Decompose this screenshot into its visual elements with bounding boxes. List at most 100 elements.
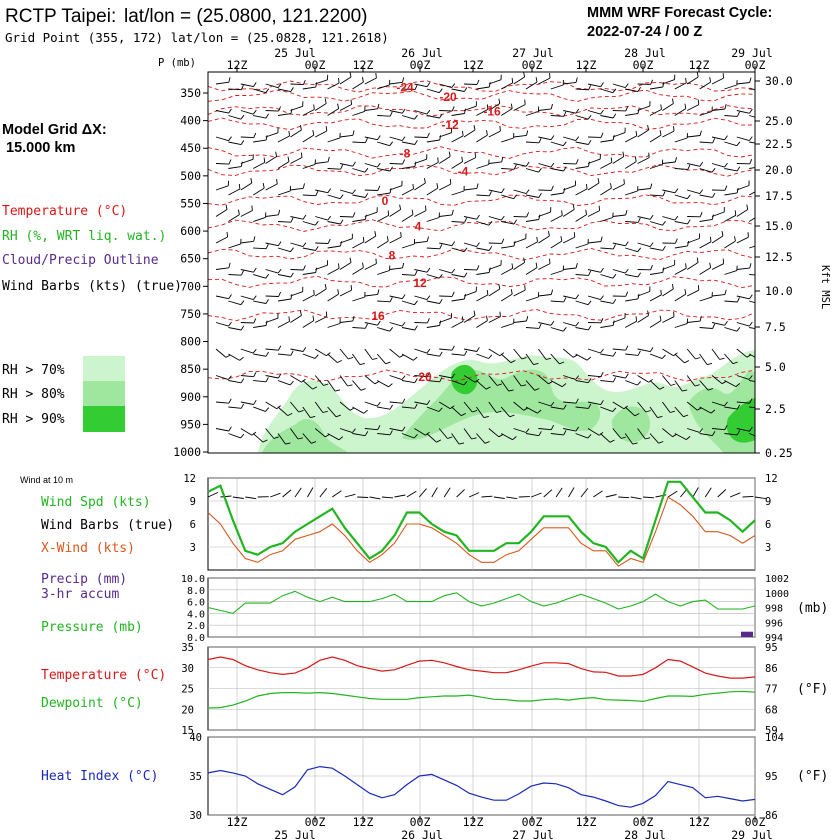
wind-10m-barb — [468, 492, 480, 498]
dewpoint-label: Dewpoint (°C) — [41, 696, 143, 711]
temperature-contour-label: 16 — [371, 309, 385, 323]
wind-barb-flag — [265, 113, 269, 119]
wind-barb-staff — [600, 380, 614, 383]
wind-barb-flag — [240, 378, 245, 384]
wind-barb-staff — [377, 115, 391, 117]
wind-barb-staff — [525, 433, 539, 437]
wind-barb-flag — [250, 178, 253, 184]
wind-barb-flag — [426, 372, 430, 377]
wind-tick-label-right: 3 — [765, 542, 771, 554]
wind-barb-staff — [265, 214, 279, 217]
wind-barb-staff — [439, 348, 453, 351]
wind-barb-staff — [612, 317, 626, 323]
wind-barb-staff — [624, 433, 634, 445]
wind-barb-staff — [649, 109, 662, 116]
wind-barb-staff — [215, 401, 229, 404]
wind-barb-staff — [315, 79, 328, 85]
temperature-contour-label: -24 — [396, 80, 414, 94]
temperature-contour-label: -12 — [441, 118, 459, 132]
wind-barb-staff — [240, 322, 254, 324]
wind-barb-flag — [660, 104, 662, 110]
wind-barb-flag — [523, 257, 526, 263]
wind-barb-staff — [699, 296, 713, 302]
wind-barb-flag — [560, 236, 563, 242]
wind-barb-flag — [535, 77, 538, 83]
wind-barb-flag — [686, 194, 691, 199]
wind-barb-flag — [439, 135, 442, 141]
wind-barb-flag — [575, 398, 579, 404]
wind-barb-flag — [251, 205, 253, 211]
wind-barb-flag — [374, 381, 380, 385]
wind-barb-flag — [486, 315, 488, 321]
wind-barb-flag — [476, 242, 480, 247]
wind-barb-staff — [302, 433, 312, 444]
wind-barb-staff — [525, 219, 539, 222]
wind-barb-staff — [228, 406, 242, 409]
wind-barb-flag — [448, 151, 451, 157]
wind-barbs-label: Wind Barbs (true) — [41, 518, 174, 533]
wind-barb-staff — [587, 158, 601, 164]
wind-barb-staff — [575, 141, 589, 145]
wind-barb-flag — [624, 83, 629, 88]
wind-barb-flag — [637, 247, 642, 252]
wind-barb-flag — [423, 178, 426, 184]
wind-barb-staff — [699, 168, 713, 173]
wind-barb-flag — [340, 164, 344, 170]
wind-tick-label-right: 9 — [765, 496, 771, 508]
wind-barb-staff — [724, 300, 738, 303]
wind-barb-staff — [550, 168, 564, 172]
bottom-time-tick-label: 12Z — [463, 815, 484, 829]
wind-barb-flag — [637, 350, 641, 356]
wind-barb-staff — [290, 401, 300, 413]
wind-barb-flag — [439, 351, 443, 357]
wind-barb-staff — [538, 108, 552, 111]
pressure-tick-label: 900 — [180, 390, 201, 404]
wind-barb-staff — [240, 348, 254, 354]
wind-barb-flag — [263, 157, 266, 163]
wind-barb-staff — [662, 161, 676, 164]
wind-barb-flag — [225, 354, 231, 358]
wind-panel: 12 12 9 9 6 6 3 3 — [183, 473, 778, 571]
wind-tick-label-right: 6 — [765, 519, 771, 531]
wind-barb-flag — [588, 378, 592, 383]
wind-barb-flag — [413, 356, 418, 361]
wind-barb-flag — [649, 214, 654, 220]
wind-barb-flag — [278, 345, 282, 351]
wind-barb-staff — [612, 428, 622, 439]
wind-barb-flag — [623, 179, 625, 185]
wind-barb-staff — [327, 353, 338, 363]
wind-barb-flag — [724, 401, 728, 407]
wind-barb-flag — [762, 85, 764, 90]
wind-barb-staff — [749, 115, 755, 118]
wind-barb-staff — [352, 406, 365, 414]
grid-dx-value: 15.000 km — [6, 140, 75, 156]
wind-barb-flag — [645, 437, 651, 440]
wind-barb-staff — [538, 294, 552, 297]
wind-barb-staff — [240, 428, 253, 436]
wind-barb-staff — [488, 216, 502, 221]
wind-barb-flag — [696, 72, 699, 78]
wind-barb-staff — [339, 134, 353, 138]
wind-barb-flag — [724, 424, 728, 430]
wind-barb-flag — [439, 320, 442, 326]
wind-barb-staff — [252, 162, 265, 169]
wind-barb-flag — [400, 232, 402, 238]
wind-barb-flag — [625, 209, 628, 216]
wind-barb-staff — [476, 221, 490, 226]
temp-tick-label-f: 95 — [765, 642, 778, 654]
wind-barb-staff — [414, 158, 427, 164]
wind-barb-flag — [711, 214, 714, 220]
wind-barb-flag — [585, 209, 588, 215]
wind-10m-barb — [332, 490, 342, 498]
top-date-label: 25 Jul — [274, 46, 316, 60]
wind-barb-staff — [637, 428, 646, 440]
wind-barb-staff — [426, 88, 440, 94]
wind-tick-label-left: 3 — [190, 542, 196, 554]
wind-barb-staff — [364, 428, 378, 431]
wind-barb-flag — [290, 217, 294, 223]
wind-barb-staff — [252, 433, 264, 443]
wind-barb-flag — [722, 73, 725, 79]
wind-barb-flag — [312, 386, 318, 390]
wind-barb-staff — [674, 406, 684, 417]
wind-barb-flag — [451, 209, 454, 216]
